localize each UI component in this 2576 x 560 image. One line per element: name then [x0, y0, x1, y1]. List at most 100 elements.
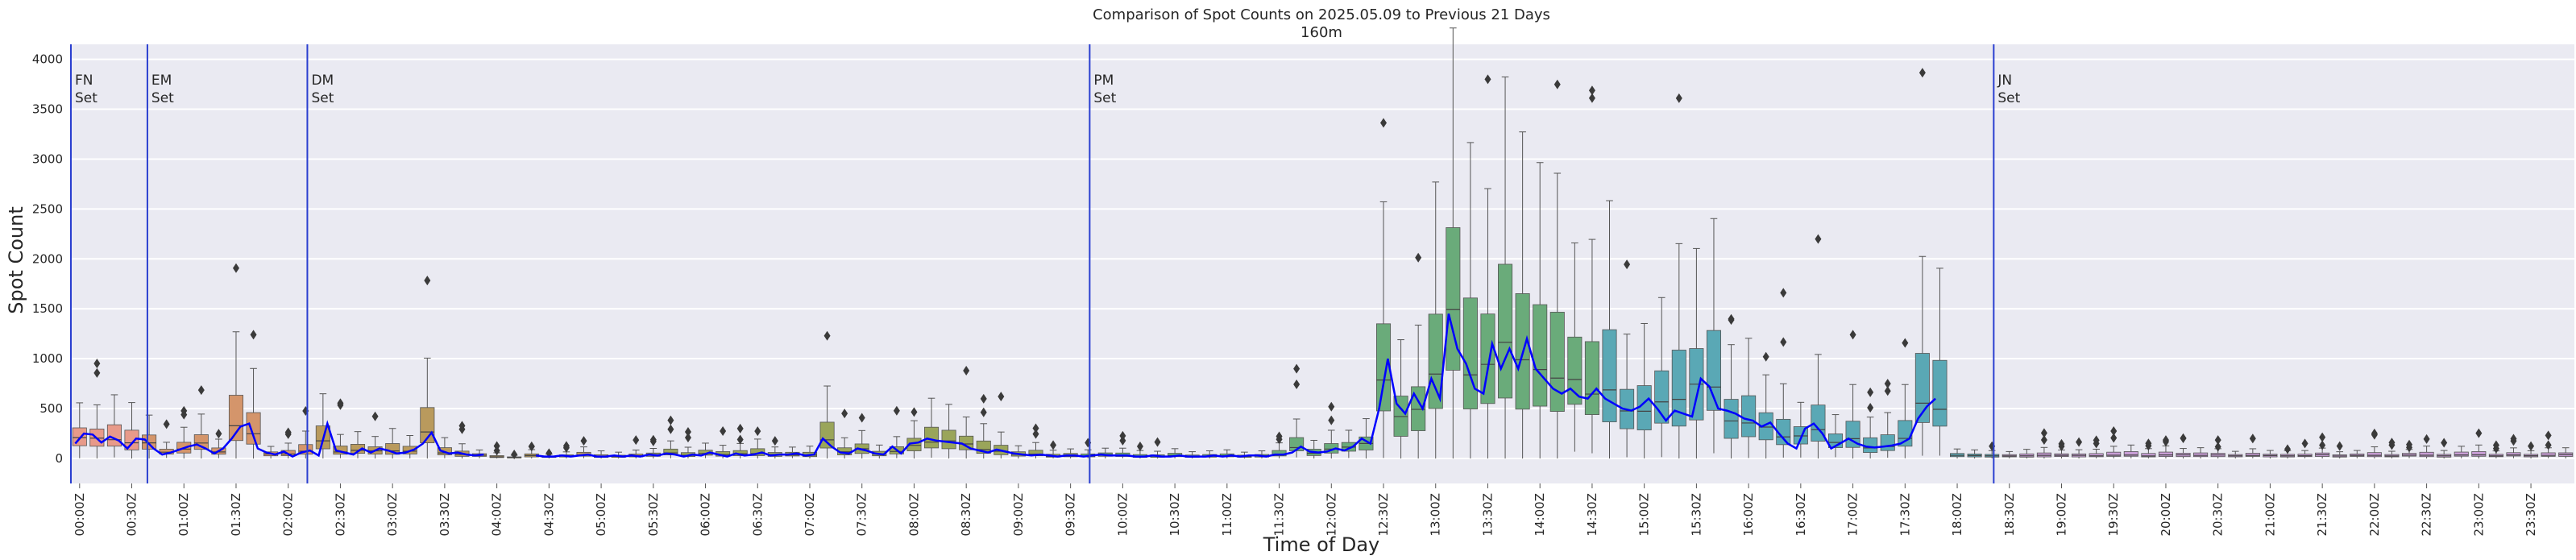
- outlier-marker: [1624, 259, 1631, 270]
- outlier-marker: [2040, 428, 2047, 438]
- outlier-marker: [2388, 438, 2396, 448]
- outlier-marker: [2076, 437, 2083, 447]
- x-tick-label: 04:00Z: [490, 493, 504, 537]
- x-tick-label: 05:00Z: [594, 493, 608, 537]
- box-iqr: [941, 429, 956, 450]
- x-axis-ticks: 00:00Z 00:30Z 01:00Z 01:30Z 02:00Z 02:30Z 03:0…: [73, 483, 2538, 537]
- outlier-marker: [736, 434, 744, 445]
- x-tick-label: 01:00Z: [176, 493, 191, 537]
- outlier-marker: [1154, 437, 1161, 447]
- y-tick-label: 1000: [32, 351, 63, 366]
- box-iqr: [906, 438, 922, 451]
- x-tick-label: 12:30Z: [1376, 493, 1391, 537]
- outlier-marker: [1415, 252, 1422, 263]
- box-iqr: [819, 421, 835, 449]
- outlier-marker: [2528, 441, 2535, 451]
- chart-title: Comparison of Spot Counts on 2025.05.09 …: [1093, 6, 1550, 23]
- box-iqr: [2367, 452, 2382, 458]
- outlier-marker: [1815, 234, 1822, 244]
- outlier-marker: [980, 407, 987, 417]
- box-iqr: [1567, 336, 1583, 405]
- x-tick-label: 06:00Z: [699, 493, 713, 537]
- x-tick-label: 14:30Z: [1585, 493, 1599, 537]
- event-label-jn: JN: [1997, 73, 2012, 89]
- outlier-marker: [2319, 440, 2326, 450]
- outlier-marker: [232, 263, 239, 273]
- x-tick-label: 16:00Z: [1741, 493, 1756, 537]
- x-tick-label: 03:00Z: [385, 493, 400, 537]
- outlier-marker: [684, 426, 691, 437]
- outlier-marker: [1293, 380, 1300, 390]
- outlier-marker: [2301, 438, 2308, 449]
- box-iqr: [106, 424, 122, 447]
- outlier-marker: [633, 435, 640, 446]
- y-tick-label: 3000: [32, 151, 63, 166]
- x-tick-label: 23:30Z: [2524, 493, 2538, 537]
- outlier-marker: [1553, 79, 1561, 89]
- box-iqr: [1375, 323, 1392, 412]
- box-iqr: [1584, 341, 1599, 415]
- y-axis-label: Spot Count: [5, 206, 27, 313]
- event-label-jn-set: Set: [1997, 90, 2020, 106]
- outlier-marker: [1588, 85, 1595, 96]
- outlier-marker: [2336, 441, 2343, 451]
- event-label-dm-set: Set: [311, 90, 334, 106]
- outlier-marker: [528, 441, 535, 451]
- plot-area: [71, 44, 2574, 483]
- x-tick-label: 12:00Z: [1324, 493, 1338, 537]
- x-tick-label: 23:00Z: [2471, 493, 2486, 537]
- y-axis-ticks: 0 500 1000 1500 2000 2500 3000 3500 4000: [32, 52, 63, 466]
- outlier-marker: [2249, 433, 2256, 444]
- box-iqr: [1498, 263, 1513, 399]
- x-tick-label: 07:30Z: [855, 493, 869, 537]
- current-day-series: [74, 313, 1936, 458]
- outlier-marker: [337, 400, 344, 410]
- outlier-marker: [493, 446, 500, 456]
- outlier-marker: [2545, 430, 2552, 441]
- chart-subtitle: 160m: [1300, 24, 1342, 41]
- outlier-marker: [215, 429, 222, 439]
- outlier-marker: [1919, 68, 1926, 78]
- x-tick-label: 22:00Z: [2367, 493, 2382, 537]
- outlier-marker: [1328, 401, 1335, 412]
- x-tick-label: 17:30Z: [1898, 493, 1912, 537]
- outlier-marker: [2180, 433, 2187, 443]
- outlier-marker: [2110, 433, 2118, 443]
- x-tick-label: 20:30Z: [2211, 493, 2225, 537]
- outlier-marker: [1588, 93, 1595, 103]
- x-tick-label: 21:30Z: [2315, 493, 2329, 537]
- y-tick-label: 4000: [32, 52, 63, 67]
- x-tick-label: 03:30Z: [438, 493, 452, 537]
- outlier-marker: [93, 359, 101, 369]
- outlier-marker: [1119, 435, 1126, 446]
- x-tick-label: 08:30Z: [959, 493, 973, 537]
- outlier-marker: [371, 411, 379, 421]
- x-tick-label: 10:00Z: [1115, 493, 1130, 537]
- outlier-marker: [2162, 435, 2169, 446]
- outlier-marker: [1884, 379, 1891, 389]
- y-tick-label: 3500: [32, 102, 63, 117]
- box-iqr: [2123, 451, 2138, 457]
- x-tick-label: 05:30Z: [646, 493, 661, 537]
- x-tick-label: 19:00Z: [2054, 493, 2068, 537]
- box-iqr: [1898, 420, 1913, 447]
- outlier-marker: [858, 413, 865, 423]
- box-iqr: [2454, 451, 2469, 457]
- x-tick-label: 15:00Z: [1637, 493, 1652, 537]
- outlier-marker: [2423, 433, 2430, 444]
- outlier-marker: [1119, 430, 1126, 441]
- box-iqr: [2506, 452, 2521, 457]
- outlier-marker: [458, 421, 466, 431]
- grid-lines: [71, 58, 2574, 460]
- outlier-marker: [197, 385, 205, 396]
- outlier-marker: [1867, 403, 1874, 413]
- outlier-marker: [1032, 423, 1039, 433]
- x-tick-label: 00:00Z: [73, 493, 87, 537]
- y-tick-label: 1500: [32, 301, 63, 316]
- outlier-marker: [1902, 338, 1909, 348]
- outlier-marker: [1050, 440, 1057, 450]
- box-iqr: [2089, 453, 2104, 458]
- outlier-marker: [911, 407, 918, 417]
- box-iqr: [2419, 451, 2434, 458]
